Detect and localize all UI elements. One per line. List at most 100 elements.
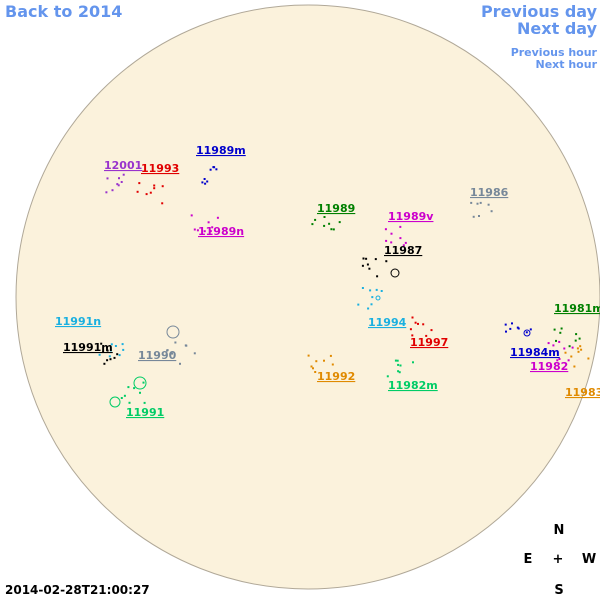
sunspot (509, 327, 512, 330)
sunspot (201, 181, 204, 184)
sunspot (411, 334, 414, 337)
sunspot (361, 287, 364, 289)
sunspot (574, 339, 577, 342)
sunspot (390, 241, 393, 244)
sunspot (145, 193, 148, 196)
sunspot (143, 401, 146, 404)
sunspot (116, 183, 119, 186)
sunspot (398, 371, 401, 374)
region-label[interactable]: 11989v (388, 210, 434, 223)
next-day-link[interactable]: Next day (517, 19, 598, 38)
sunspot (567, 359, 570, 362)
sunspot (113, 356, 116, 359)
sunspot (409, 328, 412, 331)
sunspot (486, 194, 489, 197)
sunspot (386, 375, 389, 378)
sunspot (476, 202, 479, 205)
next-hour-link[interactable]: Next hour (536, 58, 598, 71)
sunspot (329, 354, 332, 357)
region-label[interactable]: 11983 (565, 386, 600, 399)
sunspot (384, 228, 387, 231)
sunspot (190, 214, 193, 217)
sunspot (213, 166, 216, 169)
sunspot (571, 346, 574, 349)
sunspot (385, 260, 388, 263)
sunspot (414, 321, 417, 324)
region-label[interactable]: 12001 (104, 159, 142, 172)
sunspot (331, 363, 334, 366)
sunspot (470, 201, 473, 204)
back-link[interactable]: Back to 2014 (5, 2, 122, 21)
region-label[interactable]: 11991 (126, 406, 164, 419)
region-label[interactable]: 11991m (63, 341, 113, 354)
sunspot (563, 347, 566, 350)
solar-disk (15, 4, 600, 590)
compass-center: + (553, 552, 564, 567)
sunspot (417, 322, 419, 325)
region-label[interactable]: 11986 (470, 186, 509, 199)
sunspot (573, 365, 576, 368)
sunspot (153, 187, 156, 190)
sunspot (211, 226, 214, 229)
region-label[interactable]: 11989n (198, 225, 244, 238)
sunspot (399, 225, 402, 228)
sunspot (368, 267, 371, 270)
sunspot (193, 352, 196, 355)
sunspot (422, 323, 425, 326)
region-label[interactable]: 11992 (317, 370, 355, 383)
sunspot (516, 326, 519, 329)
sunspot (117, 184, 120, 187)
region-label[interactable]: 11981m (554, 302, 600, 315)
region-label[interactable]: 11993 (141, 162, 179, 175)
sunspot (110, 343, 113, 346)
sunspot-outline (375, 295, 381, 301)
sunspot (385, 239, 388, 242)
sunspot (171, 352, 173, 355)
sunspot (552, 344, 555, 347)
region-label[interactable]: 11991n (55, 315, 101, 328)
sunspot (109, 358, 112, 361)
region-label[interactable]: 11987 (384, 244, 422, 257)
compass-s: S (554, 583, 563, 598)
region-label[interactable]: 11982 (530, 360, 568, 373)
sunspot (330, 228, 333, 231)
sunspot (109, 349, 112, 352)
region-label[interactable]: 11984m (510, 346, 560, 359)
region-label[interactable]: 11997 (410, 336, 448, 349)
sunspot (478, 215, 480, 217)
sunspot (390, 232, 393, 235)
region-label[interactable]: 11989 (317, 202, 355, 215)
sunspot (575, 333, 578, 336)
sunspot (375, 288, 378, 291)
region-label[interactable]: 11982m (388, 379, 438, 392)
sunspot (161, 202, 164, 205)
sunspot (479, 201, 482, 204)
sunspot-outline (523, 329, 531, 337)
sunspot (209, 168, 212, 171)
sunspot (399, 364, 402, 367)
sunspot (328, 222, 331, 225)
sunspot-outline (166, 325, 180, 339)
region-label[interactable]: 11994 (368, 316, 407, 329)
sunspot (120, 397, 123, 399)
region-label[interactable]: 11989m (196, 144, 246, 157)
sunspot (122, 173, 125, 176)
sunspot (116, 353, 119, 356)
sunspot (555, 339, 557, 342)
sunspot (367, 307, 370, 310)
prev-hour-link[interactable]: Previous hour (511, 46, 598, 59)
sunspot (338, 221, 341, 224)
sunspot (365, 257, 368, 260)
compass-w: W (582, 552, 596, 567)
sunspot (430, 329, 433, 332)
sunspot (118, 354, 121, 357)
sunspot (505, 330, 507, 333)
sunspot (139, 391, 141, 394)
prev-day-link[interactable]: Previous day (481, 2, 598, 21)
sunspot-outline (133, 376, 147, 390)
sunspot (310, 365, 313, 368)
sunspot (487, 203, 490, 206)
region-label[interactable]: 11990 (138, 349, 177, 362)
sunspot (366, 263, 369, 266)
sunspot (529, 328, 532, 331)
